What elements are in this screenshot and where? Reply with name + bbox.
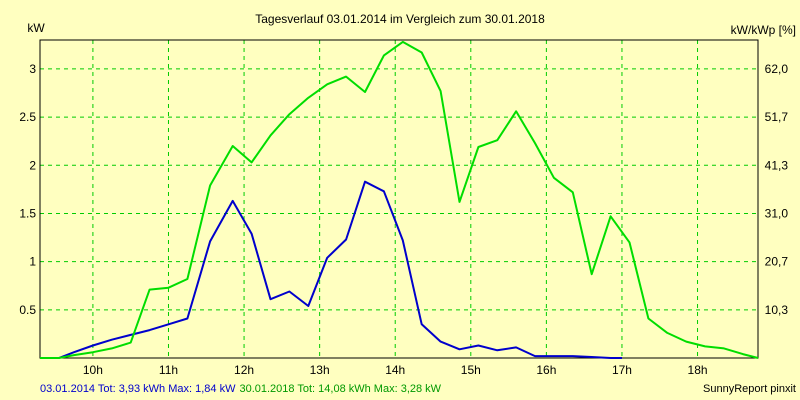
y-tick-label-right: 62,0 bbox=[765, 62, 789, 76]
x-tick-label: 13h bbox=[310, 363, 330, 377]
y-tick-label-left: 2 bbox=[29, 158, 36, 172]
x-tick-label: 10h bbox=[83, 363, 103, 377]
y-tick-label-right: 51,7 bbox=[765, 110, 789, 124]
footer-credit: SunnyReport pinxit bbox=[703, 383, 796, 395]
plot-frame bbox=[39, 39, 759, 359]
x-tick-label: 16h bbox=[536, 363, 556, 377]
x-tick-label: 11h bbox=[159, 363, 178, 377]
x-tick-label: 15h bbox=[461, 363, 481, 377]
footer-legend-text: 03.01.2014 Tot: 3,93 kWh Max: 1,84 kW 30.… bbox=[40, 383, 442, 395]
tick-labels: 10h 11h 12h 13h 14h 15h 16h 17h 18h0.511.522.531… bbox=[19, 62, 788, 377]
series-line-2 bbox=[40, 40, 759, 359]
y-tick-label-right: 31,0 bbox=[765, 206, 789, 220]
y-tick-label-left: 3 bbox=[29, 62, 36, 76]
footer-series-1: 03.01.2014 Tot: 3,93 kWh Max: 1,84 kW bbox=[40, 383, 236, 395]
y-tick-label-right: 20,7 bbox=[765, 255, 789, 269]
y-axis-label-left: kW bbox=[27, 21, 45, 35]
y-tick-label-left: 0.5 bbox=[19, 303, 36, 317]
chart-title: Tagesverlauf 03.01.2014 im Vergleich zum… bbox=[255, 12, 545, 26]
x-tick-label: 17h bbox=[612, 363, 632, 377]
y-tick-label-right: 10,3 bbox=[765, 303, 789, 317]
y-tick-label-left: 1.5 bbox=[19, 206, 36, 220]
y-axis-label-right: kW/kWp [%] bbox=[731, 23, 796, 37]
x-tick-label: 12h bbox=[234, 363, 254, 377]
footer-series-2: 30.01.2018 Tot: 14,08 kWh Max: 3,28 kW bbox=[239, 383, 441, 395]
y-tick-label-right: 41,3 bbox=[765, 158, 789, 172]
y-tick-label-left: 2.5 bbox=[19, 110, 36, 124]
x-tick-label: 14h bbox=[385, 363, 405, 377]
x-tick-label: 18h bbox=[688, 363, 708, 377]
grid bbox=[40, 40, 758, 358]
series-lines bbox=[40, 40, 759, 359]
y-tick-label-left: 1 bbox=[29, 255, 36, 269]
